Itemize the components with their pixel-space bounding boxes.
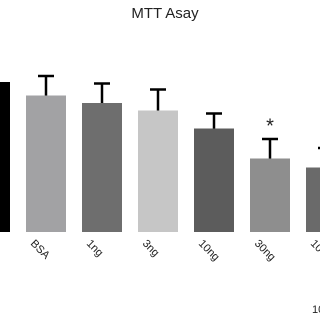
bar <box>26 95 66 232</box>
x-tick-label: 30ng <box>252 238 278 264</box>
bar <box>250 158 290 232</box>
bar <box>0 82 10 232</box>
x-tick-label: 100ng <box>308 238 320 268</box>
footnote: 10 <box>312 304 320 316</box>
x-tick-label: 3ng <box>140 238 161 259</box>
x-tick-label: 10ng <box>196 238 222 264</box>
bar <box>194 128 234 232</box>
chart-title: MTT Asay <box>131 5 199 22</box>
bar <box>138 110 178 232</box>
bar <box>306 167 320 232</box>
x-tick-label: 1ng <box>84 238 105 259</box>
bar <box>82 103 122 232</box>
x-tick-label: BSA <box>28 238 53 263</box>
annotation: * <box>266 115 274 137</box>
